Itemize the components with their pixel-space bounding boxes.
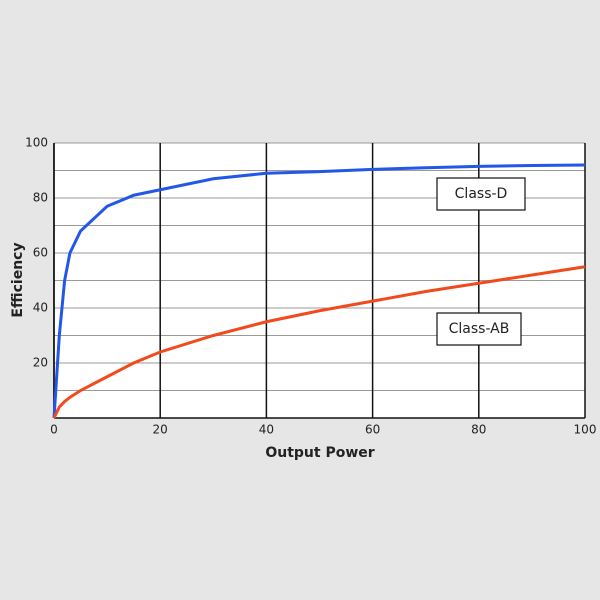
y-axis-label: Efficiency	[10, 242, 26, 317]
y-tick-label: 80	[33, 191, 48, 205]
y-tick-label: 100	[25, 136, 48, 150]
x-tick-label: 20	[153, 423, 168, 437]
x-tick-label: 80	[471, 423, 486, 437]
x-axis-label: Output Power	[265, 445, 374, 461]
series-line	[52, 163, 586, 419]
x-tick-label: 40	[259, 423, 274, 437]
annotation-box	[436, 177, 526, 211]
annotation-label: Class-D	[455, 186, 508, 202]
annotation-label: Class-AB	[449, 321, 510, 337]
y-tick-label: 40	[33, 301, 48, 315]
y-tick-label: 20	[33, 356, 48, 370]
y-tick-label: 60	[33, 246, 48, 260]
x-tick-label: 0	[50, 423, 58, 437]
x-tick-label: 100	[574, 423, 597, 437]
x-tick-label: 60	[365, 423, 380, 437]
series-line	[52, 265, 586, 419]
annotation-box	[436, 312, 522, 346]
